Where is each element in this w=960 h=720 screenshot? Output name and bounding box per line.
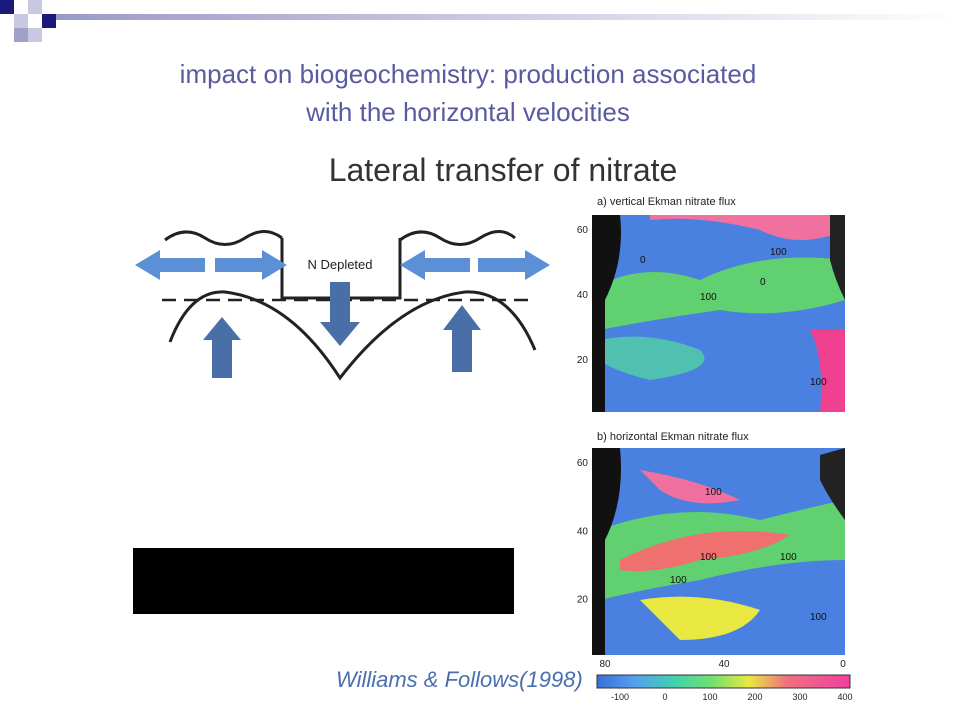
contour-label: 0 bbox=[640, 255, 646, 266]
diagram-label: N Depleted bbox=[307, 257, 372, 272]
lon-label: 40 bbox=[718, 659, 730, 670]
citation: Williams & Follows(1998) bbox=[336, 667, 583, 692]
colorbar-label: 400 bbox=[837, 692, 852, 702]
lat-label: 40 bbox=[577, 526, 589, 537]
lat-label: 20 bbox=[577, 355, 589, 366]
decoration bbox=[0, 0, 960, 42]
title-line: impact on biogeochemistry: production as… bbox=[180, 59, 757, 89]
contour-label: 100 bbox=[700, 292, 717, 303]
contour-label: 0 bbox=[760, 277, 766, 288]
contour-label: 100 bbox=[780, 552, 797, 563]
lat-label: 60 bbox=[577, 225, 589, 236]
contour-label: 100 bbox=[670, 575, 687, 586]
colorbar-label: 300 bbox=[792, 692, 807, 702]
colorbar-label: -100 bbox=[611, 692, 629, 702]
contour-label: 100 bbox=[770, 247, 787, 258]
contour-label: 100 bbox=[810, 612, 827, 623]
arrows bbox=[135, 250, 550, 378]
contour-label: 100 bbox=[700, 552, 717, 563]
colorbar-label: 0 bbox=[662, 692, 667, 702]
lat-label: 20 bbox=[577, 595, 589, 606]
subtitle: Lateral transfer of nitrate bbox=[329, 152, 678, 188]
map-title: a) vertical Ekman nitrate flux bbox=[597, 196, 736, 208]
lat-label: 60 bbox=[577, 458, 589, 469]
map-title: b) horizontal Ekman nitrate flux bbox=[597, 431, 749, 443]
colorbar bbox=[596, 674, 851, 689]
colorbar-label: 200 bbox=[747, 692, 762, 702]
lat-label: 40 bbox=[577, 290, 589, 301]
contour-label: 100 bbox=[810, 377, 827, 388]
lon-label: 80 bbox=[599, 659, 611, 670]
lon-label: 0 bbox=[840, 659, 846, 670]
title-line: with the horizontal velocities bbox=[305, 97, 630, 127]
contour-label: 100 bbox=[705, 487, 722, 498]
colorbar-label: 100 bbox=[702, 692, 717, 702]
redaction-box bbox=[133, 548, 514, 614]
map-b bbox=[592, 448, 845, 655]
map-a bbox=[592, 215, 845, 412]
